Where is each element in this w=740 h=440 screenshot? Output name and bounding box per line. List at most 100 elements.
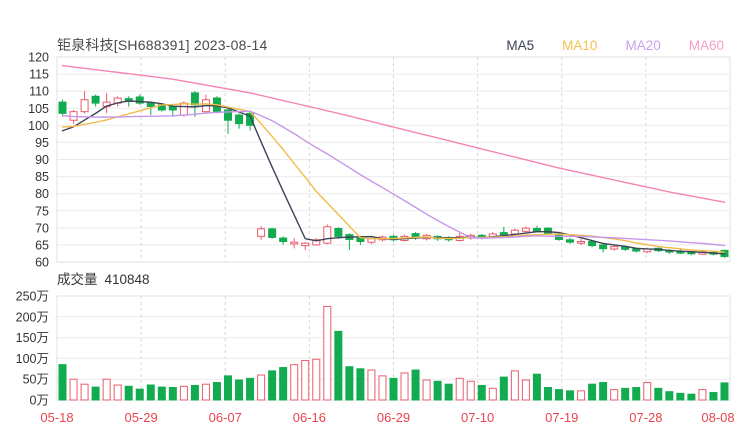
volume-bar[interactable] <box>69 378 78 401</box>
volume-bar[interactable] <box>577 390 586 401</box>
candle[interactable] <box>599 243 608 253</box>
volume-tick-label: 250万 <box>16 290 49 304</box>
volume-bar[interactable] <box>400 372 409 401</box>
candle[interactable] <box>257 226 266 240</box>
legend-ma20[interactable]: MA20 <box>625 37 661 53</box>
volume-bar[interactable] <box>621 387 630 401</box>
volume-bar[interactable] <box>632 387 641 401</box>
candle[interactable] <box>566 238 575 244</box>
volume-bar[interactable] <box>58 364 67 401</box>
volume-bar[interactable] <box>378 375 387 401</box>
candle[interactable] <box>301 242 310 251</box>
volume-bar[interactable] <box>466 380 475 401</box>
volume-bar[interactable] <box>102 378 111 401</box>
price-tick-label: 100 <box>28 119 49 133</box>
candle-body <box>301 242 310 247</box>
candle[interactable] <box>268 227 277 239</box>
x-axis-date-label: 07-19 <box>545 410 578 425</box>
volume-bar[interactable] <box>91 386 100 401</box>
volume-bar[interactable] <box>246 377 255 401</box>
volume-bar[interactable] <box>290 364 299 401</box>
volume-bar[interactable] <box>124 385 133 401</box>
volume-bar[interactable] <box>323 305 332 401</box>
volume-bar[interactable] <box>312 358 321 401</box>
candle-body <box>268 228 277 238</box>
volume-bar[interactable] <box>543 387 552 401</box>
candle[interactable] <box>235 113 244 129</box>
volume-bar[interactable] <box>301 359 310 401</box>
legend-ma5[interactable]: MA5 <box>506 37 535 53</box>
volume-bar[interactable] <box>676 392 685 401</box>
volume-bar[interactable] <box>279 367 288 401</box>
volume-bar[interactable] <box>168 387 177 401</box>
volume-bar[interactable] <box>157 386 166 401</box>
volume-bar[interactable] <box>687 393 696 401</box>
candle[interactable] <box>588 240 597 248</box>
volume-bar[interactable] <box>444 383 453 401</box>
volume-bar[interactable] <box>80 383 89 401</box>
volume-bar[interactable] <box>212 382 221 401</box>
volume-bar[interactable] <box>599 382 608 401</box>
volume-header: 成交量 410848 <box>57 268 150 287</box>
legend-ma60[interactable]: MA60 <box>688 37 724 53</box>
volume-bar[interactable] <box>113 384 122 401</box>
volume-bar[interactable] <box>554 389 563 401</box>
volume-bar[interactable] <box>257 374 266 401</box>
volume-bar[interactable] <box>268 370 277 401</box>
candle[interactable] <box>279 236 288 245</box>
volume-bar[interactable] <box>521 379 530 401</box>
candle[interactable] <box>91 94 100 107</box>
volume-bar[interactable] <box>588 383 597 401</box>
volume-bar[interactable] <box>610 389 619 401</box>
legend-ma10[interactable]: MA10 <box>562 37 598 53</box>
candle[interactable] <box>499 226 508 236</box>
volume-bar[interactable] <box>146 384 155 401</box>
volume-bar[interactable] <box>224 375 233 401</box>
volume-bar[interactable] <box>179 385 188 401</box>
volume-bar[interactable] <box>135 388 144 401</box>
volume-bar[interactable] <box>510 370 519 401</box>
volume-bar[interactable] <box>367 369 376 401</box>
candle[interactable] <box>312 238 321 246</box>
candle[interactable] <box>246 111 255 131</box>
volume-bar[interactable] <box>356 368 365 401</box>
volume-bar[interactable] <box>643 382 652 401</box>
candle[interactable] <box>135 94 144 105</box>
candle[interactable] <box>80 91 89 114</box>
volume-bar[interactable] <box>654 387 663 401</box>
price-pane-border <box>56 56 731 263</box>
volume-bar[interactable] <box>477 384 486 401</box>
candle[interactable] <box>290 238 299 249</box>
volume-bar[interactable] <box>488 387 497 401</box>
volume-bar[interactable] <box>455 377 464 401</box>
candle[interactable] <box>323 224 332 245</box>
volume-bar[interactable] <box>201 383 210 401</box>
volume-bar[interactable] <box>235 379 244 401</box>
volume-bar[interactable] <box>433 380 442 401</box>
candle[interactable] <box>610 244 619 251</box>
candle-body <box>290 241 299 245</box>
volume-bar[interactable] <box>499 376 508 401</box>
candle[interactable] <box>577 238 586 245</box>
volume-value: 410848 <box>104 272 150 287</box>
candle[interactable] <box>58 99 67 117</box>
candle[interactable] <box>554 233 563 241</box>
volume-bar[interactable] <box>709 392 718 401</box>
volume-bar[interactable] <box>334 330 343 401</box>
candle[interactable] <box>102 92 111 114</box>
volume-bar[interactable] <box>411 369 420 401</box>
candle[interactable] <box>113 96 122 107</box>
volume-bar[interactable] <box>698 389 707 401</box>
volume-bar[interactable] <box>389 377 398 401</box>
chart-header: 钜泉科技[SH688391] 2023-08-14 MA5 MA10 MA20 MA6… <box>57 36 724 54</box>
candle[interactable] <box>334 227 343 239</box>
volume-bar[interactable] <box>720 382 729 401</box>
volume-bar[interactable] <box>345 366 354 401</box>
candle[interactable] <box>521 226 530 233</box>
volume-bar[interactable] <box>532 373 541 401</box>
volume-bar[interactable] <box>566 390 575 401</box>
volume-bar[interactable] <box>422 379 431 401</box>
volume-bar[interactable] <box>190 384 199 401</box>
candle[interactable] <box>345 233 354 251</box>
volume-bar[interactable] <box>665 391 674 401</box>
